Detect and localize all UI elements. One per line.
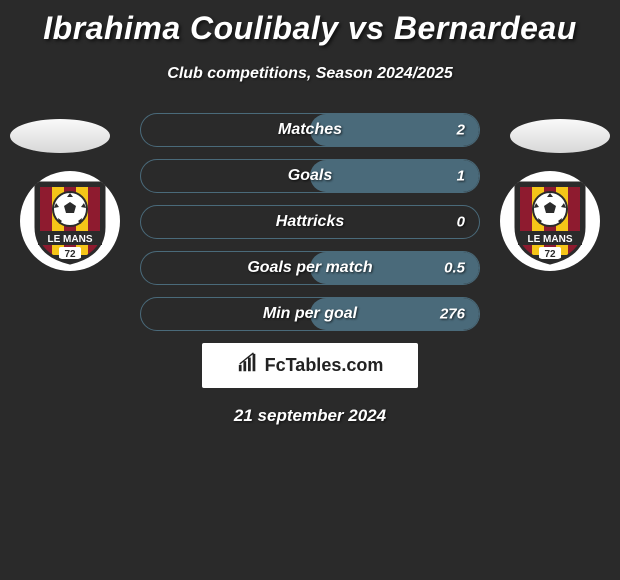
svg-text:LE MANS: LE MANS — [48, 234, 93, 245]
subtitle: Club competitions, Season 2024/2025 — [0, 65, 620, 83]
player-left-avatar-placeholder — [10, 119, 110, 153]
stat-label: Goals — [288, 167, 332, 185]
player-right-avatar-placeholder — [510, 119, 610, 153]
page-title: Ibrahima Coulibaly vs Bernardeau — [0, 0, 620, 47]
stat-value-right: 276 — [440, 306, 465, 323]
svg-text:LE MANS: LE MANS — [528, 234, 573, 245]
stats-container: Matches 2 Goals 1 Hattricks 0 Goals per match 0… — [140, 113, 480, 331]
stat-row: Min per goal 276 — [140, 297, 480, 331]
stat-fill-right — [310, 160, 479, 192]
stat-value-right: 0.5 — [444, 260, 465, 277]
stat-value-right: 2 — [457, 122, 465, 139]
club-badge-right: LE MANS 72 — [500, 171, 600, 271]
stat-row: Goals per match 0.5 — [140, 251, 480, 285]
branding-text: FcTables.com — [265, 355, 384, 376]
stat-label: Matches — [278, 121, 342, 139]
stat-label: Min per goal — [263, 305, 357, 323]
comparison-content: LE MANS 72 LE MANS 72 Matches 2 Goals 1 Hatt… — [0, 113, 620, 426]
stat-row: Goals 1 — [140, 159, 480, 193]
svg-text:72: 72 — [64, 249, 76, 260]
club-badge-left: LE MANS 72 — [20, 171, 120, 271]
stat-row: Hattricks 0 — [140, 205, 480, 239]
stat-label: Hattricks — [276, 213, 344, 231]
bar-chart-icon — [237, 352, 259, 379]
stat-value-right: 1 — [457, 168, 465, 185]
date-text: 21 september 2024 — [0, 406, 620, 426]
stat-row: Matches 2 — [140, 113, 480, 147]
stat-value-right: 0 — [457, 214, 465, 231]
svg-text:72: 72 — [544, 249, 556, 260]
stat-label: Goals per match — [247, 259, 372, 277]
branding-box: FcTables.com — [202, 343, 418, 388]
